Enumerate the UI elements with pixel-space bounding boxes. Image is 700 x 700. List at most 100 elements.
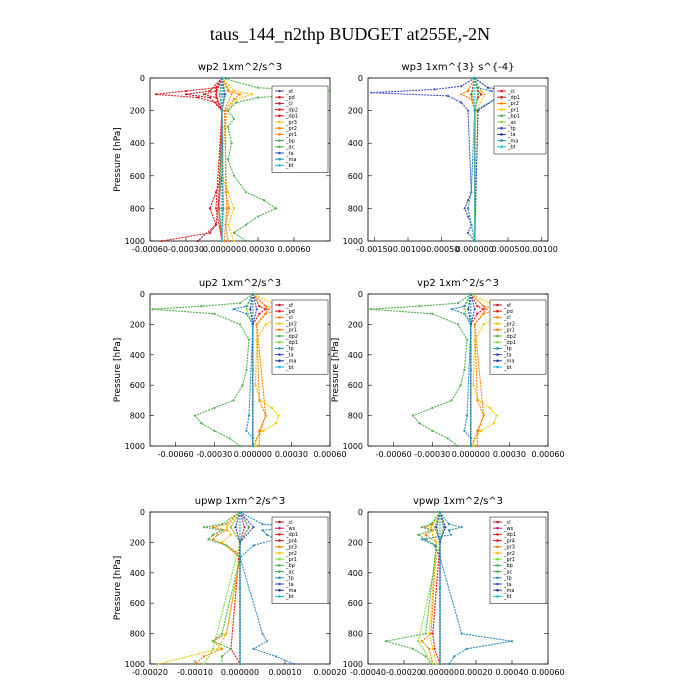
legend-marker xyxy=(496,359,499,363)
legend-marker xyxy=(496,526,499,530)
legend-marker xyxy=(500,108,503,111)
series-point xyxy=(211,647,215,650)
x-tick-label: 0.00040 xyxy=(495,668,528,677)
series-point xyxy=(226,109,230,112)
series-point xyxy=(243,526,246,529)
series-point xyxy=(446,94,450,98)
series-point xyxy=(476,305,479,308)
series-point xyxy=(160,239,164,243)
series-point xyxy=(476,444,479,448)
legend-label: _dp1 xyxy=(507,95,520,101)
series-point xyxy=(463,368,466,372)
legend-marker xyxy=(278,564,281,567)
series-point xyxy=(459,384,462,387)
series-point xyxy=(232,239,236,243)
series-point xyxy=(252,526,255,529)
series-point xyxy=(250,93,254,96)
series-point xyxy=(465,414,469,417)
legend-marker xyxy=(278,340,281,344)
series-point xyxy=(202,526,206,529)
legend-box xyxy=(489,516,547,604)
series-point xyxy=(256,215,260,218)
series-point xyxy=(226,223,230,226)
series-point xyxy=(456,323,460,326)
series-point xyxy=(244,191,248,194)
series-point xyxy=(460,93,463,96)
legend-marker xyxy=(500,120,503,124)
series-point xyxy=(228,437,231,440)
legend-marker xyxy=(278,95,281,99)
y-tick-label: 400 xyxy=(130,351,145,360)
y-tick-label: 0 xyxy=(358,508,363,517)
series-point xyxy=(477,429,480,432)
series-line-pr3 xyxy=(194,511,241,665)
legend-label: _pr1 xyxy=(285,557,297,563)
series-line-pr4 xyxy=(239,511,250,664)
legend-marker xyxy=(500,114,503,118)
panel-4: vp2 1xm^2/s^3 Pressure [hPa] 0 200 400 600 800… xyxy=(331,278,565,459)
series-point xyxy=(447,662,451,666)
plot-frame xyxy=(367,511,549,665)
series-point xyxy=(261,523,264,526)
legend-marker xyxy=(500,102,503,105)
series-point xyxy=(220,76,224,80)
y-tick-label: 400 xyxy=(348,139,363,148)
legend-label: _tp xyxy=(285,576,294,582)
series-point xyxy=(213,312,216,315)
y-tick-label: 200 xyxy=(348,107,363,116)
series-point xyxy=(450,308,453,311)
series-point xyxy=(435,541,438,544)
series-point xyxy=(466,231,470,234)
series-point xyxy=(476,86,480,89)
panel-2: wp3 1xm^{3} s^{-4}02004006008001000-0.00… xyxy=(343,62,558,254)
series-point xyxy=(428,647,431,650)
legend-marker xyxy=(278,114,281,118)
series-point xyxy=(211,526,215,529)
series-point xyxy=(232,308,235,311)
series-point xyxy=(258,305,261,308)
series-point xyxy=(225,632,228,635)
series-point xyxy=(214,93,218,96)
series-point xyxy=(214,223,218,226)
legend-marker xyxy=(278,328,281,332)
series-point xyxy=(214,86,218,89)
series-point xyxy=(196,239,200,243)
series-point xyxy=(469,444,472,448)
legend-marker xyxy=(500,89,503,93)
series-point xyxy=(446,437,449,440)
series-point xyxy=(482,323,485,326)
series-point xyxy=(200,422,203,425)
legend-marker xyxy=(496,347,499,350)
legend-label: _ta xyxy=(503,352,512,358)
series-point xyxy=(477,399,480,402)
series-line-ta xyxy=(252,293,258,446)
series-point xyxy=(244,239,248,243)
legend-label: _ta xyxy=(285,582,294,588)
panel-3: up2 1xm^2/s^3 Pressure [hPa] 0 200 400 600 800… xyxy=(113,278,347,459)
legend-label: _bt xyxy=(285,163,294,169)
legend-marker xyxy=(278,157,281,161)
series-point xyxy=(218,93,221,96)
series-point xyxy=(232,117,236,120)
legend-box xyxy=(271,516,329,604)
series-point xyxy=(429,529,433,532)
y-tick-label: 200 xyxy=(130,107,145,116)
panel-title: up2 1xm^2/s^3 xyxy=(199,278,281,289)
series-point xyxy=(226,191,230,194)
series-point xyxy=(486,86,490,89)
series-point xyxy=(220,239,224,243)
series-point xyxy=(214,89,218,93)
legend-label: _ma xyxy=(285,359,296,365)
series-point xyxy=(200,305,203,308)
x-tick-label: 0.00060 xyxy=(277,245,310,254)
legend-marker xyxy=(496,340,499,344)
panel-title: vp2 1xm^2/s^3 xyxy=(417,278,499,289)
series-point xyxy=(255,338,258,341)
series-point xyxy=(435,662,438,666)
series-point xyxy=(435,544,438,547)
legend-label: _ma xyxy=(503,588,514,594)
series-point xyxy=(216,647,219,650)
y-tick-label: 600 xyxy=(130,599,145,608)
series-point xyxy=(431,632,434,635)
legend-marker xyxy=(496,365,499,369)
